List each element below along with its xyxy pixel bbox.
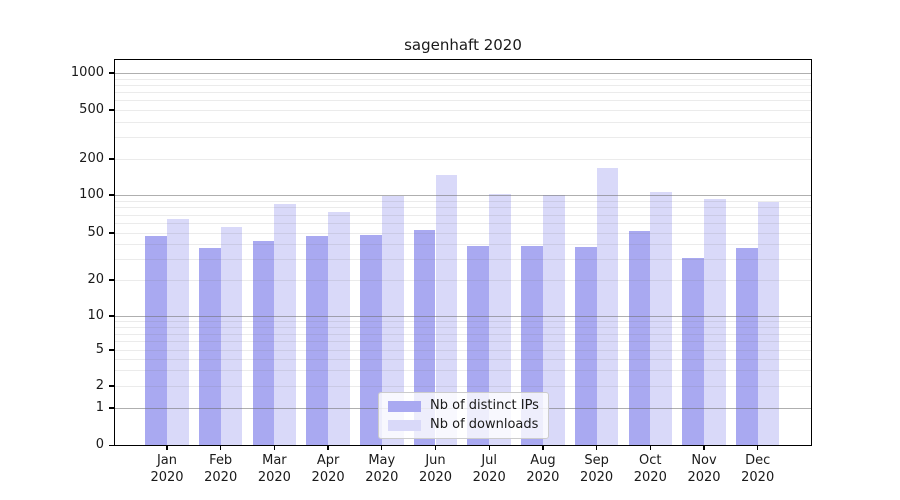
y-tick <box>109 407 115 409</box>
x-tick <box>757 445 759 450</box>
x-tick <box>542 445 544 450</box>
x-tick-label: Oct 2020 <box>633 453 667 485</box>
y-tick-label: 1000 <box>70 65 104 80</box>
bar-downloads-jun <box>435 175 458 445</box>
x-tick <box>434 445 437 450</box>
legend-entry-distinct-ips: Nb of distinct IPs <box>388 398 539 414</box>
x-tick <box>381 445 383 450</box>
x-tick-label: Jan 2020 <box>150 453 184 485</box>
legend: Nb of distinct IPs Nb of downloads <box>378 392 549 439</box>
legend-entry-downloads: Nb of downloads <box>388 417 539 433</box>
y-tick <box>109 349 115 351</box>
x-tick <box>488 445 490 450</box>
y-tick-label: 1 <box>95 400 104 415</box>
y-tick-label: 500 <box>79 102 104 117</box>
x-tick <box>595 445 598 450</box>
y-tick <box>109 315 115 317</box>
x-tick-label: Mar 2020 <box>257 453 291 485</box>
y-tick-label: 100 <box>79 187 104 202</box>
chart-title: sagenhaft 2020 <box>404 36 522 54</box>
x-tick <box>703 445 705 450</box>
bar-downloads-dec <box>757 202 780 445</box>
bar-downloads-sep <box>596 168 619 445</box>
bar-distinct-ips-feb <box>198 248 221 445</box>
y-tick-label: 10 <box>87 308 104 323</box>
bar-downloads-oct <box>650 192 673 445</box>
bar-downloads-jul <box>489 194 511 445</box>
x-tick-label: May 2020 <box>365 453 399 485</box>
bar-distinct-ips-mar <box>252 240 275 445</box>
y-tick-label: 200 <box>79 151 104 166</box>
bar-distinct-ips-oct <box>628 230 651 445</box>
y-tick <box>109 444 115 446</box>
bar-distinct-ips-apr <box>306 236 329 445</box>
y-tick <box>109 232 115 234</box>
bar-downloads-nov <box>704 199 726 445</box>
y-tick <box>109 109 115 111</box>
legend-label: Nb of downloads <box>430 417 539 432</box>
bar-distinct-ips-nov <box>682 257 704 445</box>
x-tick-label: Nov 2020 <box>687 453 721 485</box>
x-tick-label: Aug 2020 <box>526 453 560 485</box>
bar-downloads-aug <box>542 195 565 445</box>
bar-downloads-may <box>381 195 404 445</box>
x-tick-label: Jun 2020 <box>418 453 453 485</box>
y-tick <box>109 158 115 160</box>
y-tick-label: 2 <box>95 378 104 393</box>
bar-distinct-ips-sep <box>574 247 597 445</box>
plot-area <box>114 59 812 446</box>
x-tick-label: Feb 2020 <box>204 453 238 485</box>
legend-swatch <box>388 419 421 431</box>
y-tick-label: 5 <box>95 342 104 357</box>
x-tick-label: Dec 2020 <box>741 453 775 485</box>
x-tick-label: Jul 2020 <box>472 453 506 485</box>
y-tick <box>109 279 115 281</box>
bar-distinct-ips-jan <box>145 236 167 445</box>
x-tick <box>273 445 276 450</box>
bars-layer <box>115 60 811 445</box>
bar-distinct-ips-may <box>360 235 382 445</box>
bar-distinct-ips-jun <box>413 229 436 445</box>
legend-label: Nb of distinct IPs <box>430 398 539 413</box>
y-tick-label: 20 <box>87 272 104 287</box>
y-tick-label: 50 <box>87 225 104 240</box>
x-tick <box>327 445 329 450</box>
y-tick <box>109 385 115 387</box>
x-tick <box>649 445 651 450</box>
x-tick <box>166 445 168 450</box>
bar-distinct-ips-dec <box>735 248 758 445</box>
y-tick <box>109 72 115 74</box>
bar-downloads-apr <box>328 212 350 445</box>
legend-swatch <box>388 400 421 412</box>
x-tick-label: Sep 2020 <box>580 453 614 485</box>
y-tick-label: 0 <box>95 437 104 453</box>
x-tick <box>220 445 222 450</box>
x-tick-label: Apr 2020 <box>311 453 345 485</box>
bar-downloads-jan <box>167 218 189 445</box>
y-tick <box>109 194 115 196</box>
bar-downloads-mar <box>274 203 297 445</box>
bar-downloads-feb <box>220 226 243 445</box>
